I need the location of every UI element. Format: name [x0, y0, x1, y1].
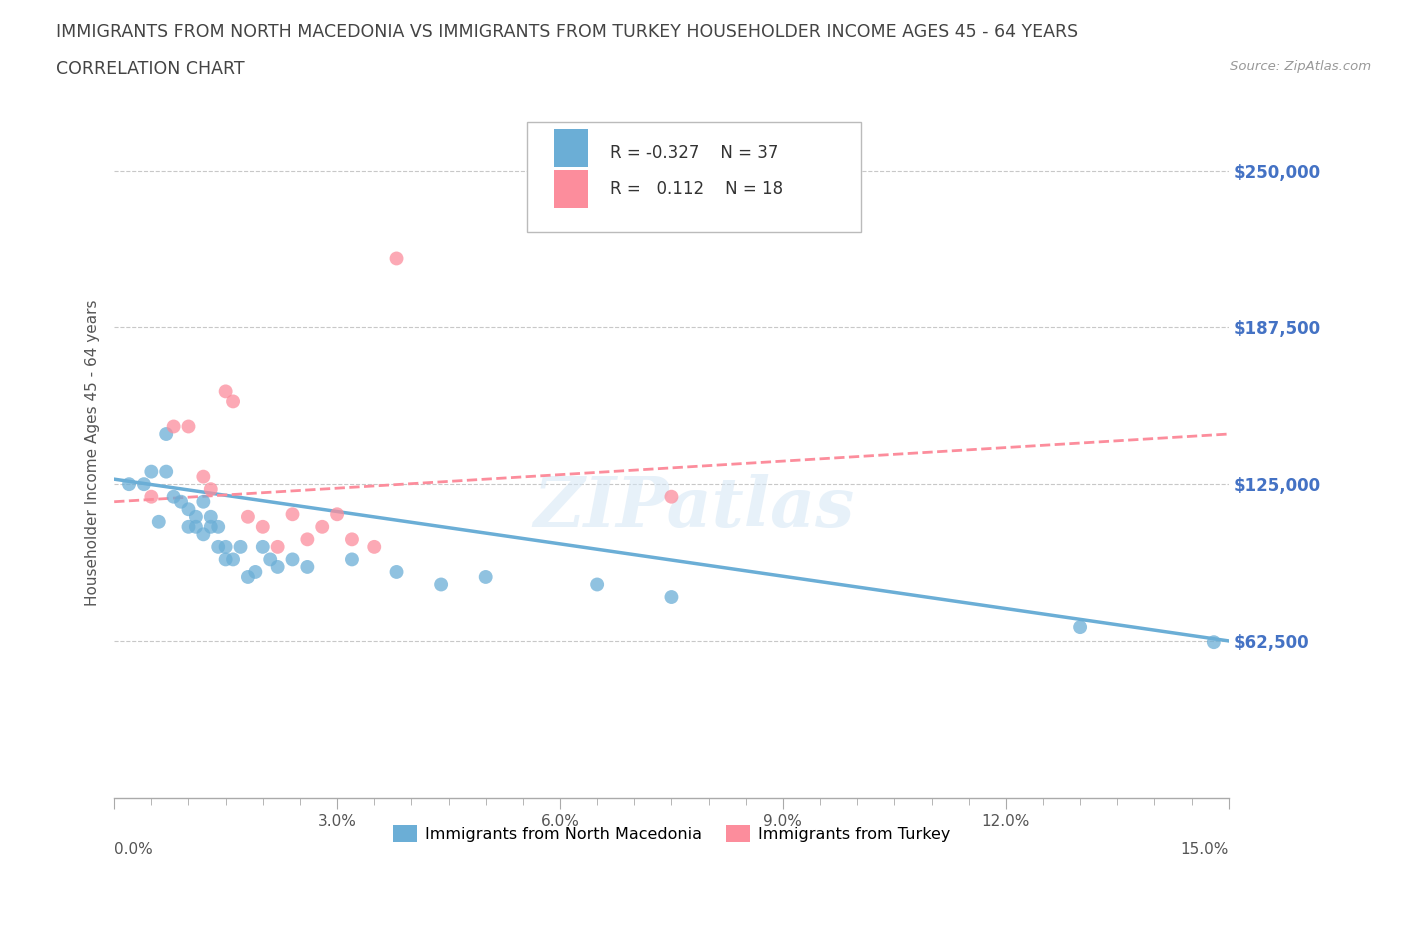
Point	[207, 519, 229, 534]
Text: CORRELATION CHART: CORRELATION CHART	[56, 60, 245, 78]
Point	[363, 539, 385, 554]
Point	[252, 519, 274, 534]
Point	[118, 477, 141, 492]
Point	[326, 507, 349, 522]
Point	[311, 519, 333, 534]
Point	[236, 510, 259, 525]
Legend: Immigrants from North Macedonia, Immigrants from Turkey: Immigrants from North Macedonia, Immigra…	[387, 819, 956, 848]
Point	[281, 552, 304, 567]
Point	[148, 514, 170, 529]
Point	[162, 489, 184, 504]
Point	[193, 527, 215, 542]
Text: R =   0.112    N = 18: R = 0.112 N = 18	[610, 180, 783, 198]
Text: IMMIGRANTS FROM NORTH MACEDONIA VS IMMIGRANTS FROM TURKEY HOUSEHOLDER INCOME AGE: IMMIGRANTS FROM NORTH MACEDONIA VS IMMIG…	[56, 23, 1078, 41]
Point	[200, 519, 222, 534]
Point	[229, 539, 252, 554]
Point	[214, 539, 236, 554]
Point	[177, 519, 200, 534]
Point	[259, 552, 281, 567]
Point	[1202, 635, 1225, 650]
Point	[236, 569, 259, 584]
Point	[297, 532, 319, 547]
Point	[207, 539, 229, 554]
Point	[222, 394, 245, 409]
Point	[200, 510, 222, 525]
Point	[193, 494, 215, 509]
FancyBboxPatch shape	[554, 170, 588, 208]
Point	[193, 470, 215, 485]
Point	[222, 552, 245, 567]
FancyBboxPatch shape	[554, 128, 588, 166]
Point	[132, 477, 155, 492]
Text: Source: ZipAtlas.com: Source: ZipAtlas.com	[1230, 60, 1371, 73]
Point	[340, 552, 363, 567]
Point	[214, 384, 236, 399]
Text: ZIPatlas: ZIPatlas	[533, 474, 855, 542]
Point	[214, 552, 236, 567]
Point	[177, 502, 200, 517]
Point	[252, 539, 274, 554]
Text: 15.0%: 15.0%	[1181, 843, 1229, 857]
Point	[385, 251, 408, 266]
Point	[141, 489, 163, 504]
Point	[474, 569, 496, 584]
Point	[281, 507, 304, 522]
Point	[1069, 619, 1091, 634]
Point	[385, 565, 408, 579]
Point	[661, 590, 683, 604]
Point	[184, 510, 207, 525]
Point	[184, 519, 207, 534]
Point	[245, 565, 267, 579]
Point	[661, 489, 683, 504]
Point	[200, 482, 222, 497]
Point	[177, 419, 200, 434]
Point	[155, 464, 177, 479]
Point	[266, 539, 288, 554]
Point	[162, 419, 184, 434]
Point	[297, 560, 319, 575]
Point	[266, 560, 288, 575]
Point	[586, 577, 609, 591]
Text: 0.0%: 0.0%	[114, 843, 153, 857]
Point	[170, 494, 193, 509]
Point	[141, 464, 163, 479]
Y-axis label: Householder Income Ages 45 - 64 years: Householder Income Ages 45 - 64 years	[86, 299, 100, 606]
Point	[155, 427, 177, 442]
Text: R = -0.327    N = 37: R = -0.327 N = 37	[610, 144, 779, 162]
Point	[340, 532, 363, 547]
Point	[430, 577, 453, 591]
FancyBboxPatch shape	[527, 122, 860, 232]
